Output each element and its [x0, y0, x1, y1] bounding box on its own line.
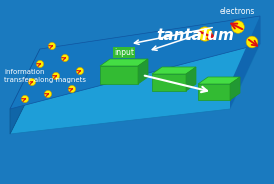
Text: information
transfer along magnets: information transfer along magnets [4, 69, 86, 83]
Polygon shape [152, 67, 196, 74]
Polygon shape [152, 74, 186, 91]
Text: tantalum: tantalum [156, 29, 234, 43]
Polygon shape [230, 16, 260, 109]
Circle shape [48, 42, 56, 50]
Polygon shape [100, 66, 138, 84]
Polygon shape [138, 59, 148, 84]
Polygon shape [198, 84, 230, 100]
Circle shape [198, 27, 212, 41]
Circle shape [36, 60, 44, 68]
Circle shape [61, 54, 68, 62]
Polygon shape [100, 59, 148, 66]
Polygon shape [186, 67, 196, 91]
Text: input: input [114, 48, 134, 57]
Circle shape [76, 67, 84, 75]
Circle shape [246, 36, 258, 48]
Circle shape [232, 21, 244, 33]
Polygon shape [230, 77, 240, 100]
Polygon shape [10, 16, 260, 109]
Circle shape [52, 72, 60, 80]
Text: electrons: electrons [219, 8, 255, 17]
Circle shape [44, 90, 52, 98]
Polygon shape [10, 44, 260, 134]
Circle shape [21, 95, 28, 103]
Polygon shape [198, 77, 240, 84]
Circle shape [28, 78, 36, 86]
Circle shape [68, 85, 76, 93]
Polygon shape [10, 49, 40, 134]
